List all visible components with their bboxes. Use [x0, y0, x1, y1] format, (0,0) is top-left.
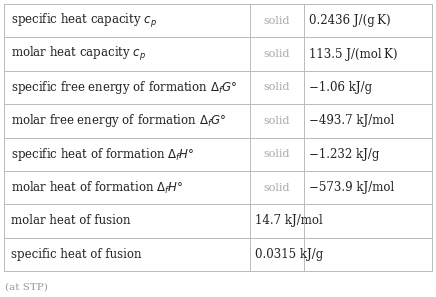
Text: solid: solid	[264, 149, 290, 159]
Text: molar heat of fusion: molar heat of fusion	[11, 214, 130, 228]
Text: −493.7 kJ/mol: −493.7 kJ/mol	[309, 114, 394, 127]
Text: molar heat of formation $\Delta_f H°$: molar heat of formation $\Delta_f H°$	[11, 179, 184, 196]
Text: specific heat of formation $\Delta_f H°$: specific heat of formation $\Delta_f H°$	[11, 146, 194, 163]
Text: molar heat capacity $c_p$: molar heat capacity $c_p$	[11, 45, 146, 63]
Text: 0.2436 J/(g K): 0.2436 J/(g K)	[309, 14, 390, 27]
Text: molar free energy of formation $\Delta_f G°$: molar free energy of formation $\Delta_f…	[11, 112, 226, 129]
Text: 113.5 J/(mol K): 113.5 J/(mol K)	[309, 48, 397, 61]
Text: solid: solid	[264, 183, 290, 192]
Text: −573.9 kJ/mol: −573.9 kJ/mol	[309, 181, 394, 194]
Text: solid: solid	[264, 83, 290, 92]
Text: 14.7 kJ/mol: 14.7 kJ/mol	[255, 214, 323, 228]
Text: solid: solid	[264, 16, 290, 26]
Text: 0.0315 kJ/g: 0.0315 kJ/g	[255, 248, 324, 261]
Text: solid: solid	[264, 49, 290, 59]
Text: solid: solid	[264, 116, 290, 126]
Text: specific free energy of formation $\Delta_f G°$: specific free energy of formation $\Delt…	[11, 79, 237, 96]
Text: −1.06 kJ/g: −1.06 kJ/g	[309, 81, 372, 94]
Text: −1.232 kJ/g: −1.232 kJ/g	[309, 148, 379, 161]
Text: specific heat of fusion: specific heat of fusion	[11, 248, 142, 261]
Text: (at STP): (at STP)	[5, 283, 48, 292]
Text: specific heat capacity $c_p$: specific heat capacity $c_p$	[11, 12, 157, 30]
